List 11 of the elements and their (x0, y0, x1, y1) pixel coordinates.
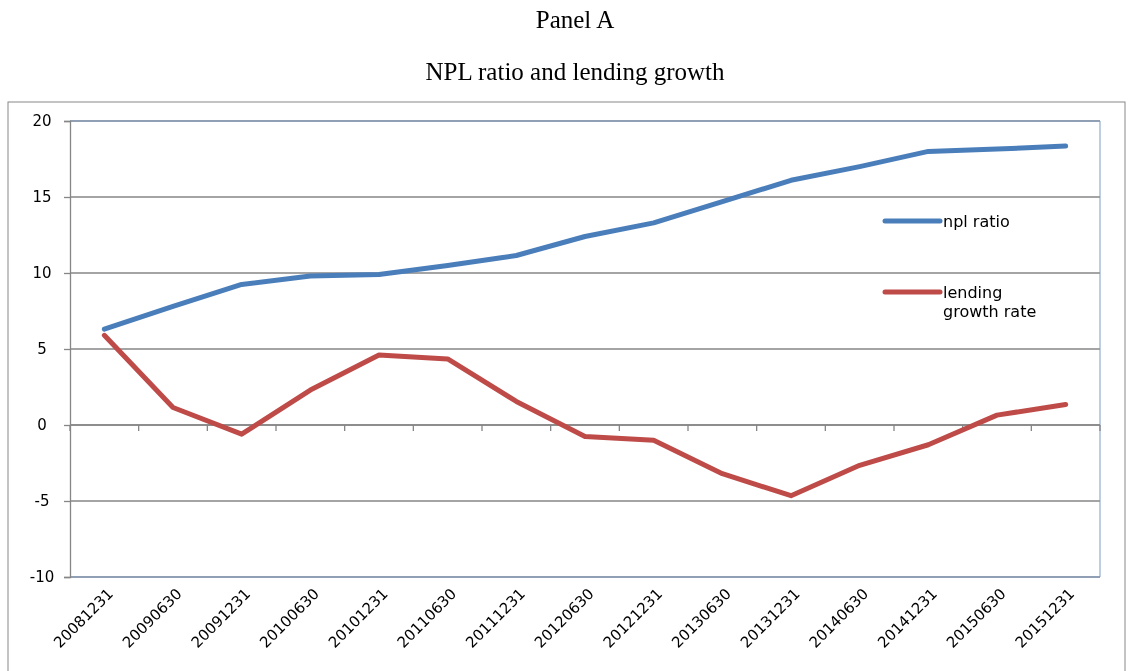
y-tick-label: 15 (32, 188, 52, 207)
chart-title: Panel A (535, 6, 615, 33)
y-tick-label: 20 (32, 112, 52, 131)
y-tick-label: 0 (37, 416, 47, 435)
y-tick-label: 5 (37, 340, 47, 359)
legend-label: npl ratio (943, 211, 1010, 231)
y-tick-label: 10 (32, 264, 52, 283)
y-tick-label: -10 (29, 568, 55, 587)
y-tick-label: -5 (34, 492, 50, 511)
chart-subtitle: NPL ratio and lending growth (425, 58, 726, 85)
legend-label: lending growth rate (943, 282, 1037, 321)
